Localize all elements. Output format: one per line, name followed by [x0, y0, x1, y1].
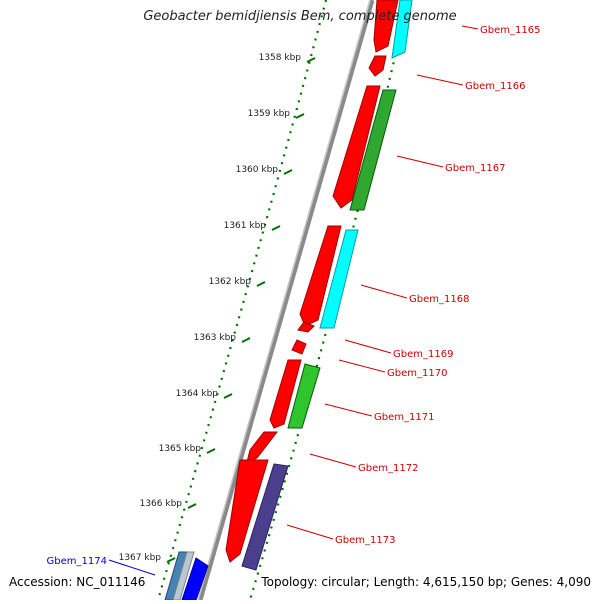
tick-label: 1359 kbp — [248, 109, 291, 119]
gene-labels: Gbem_1165 Gbem_1166 Gbem_1167 Gbem_1168 Gbem… — [47, 25, 540, 576]
reverse-strand-genes — [164, 0, 413, 601]
genome-backbone — [197, 0, 375, 601]
gene-arrow-gbem-1172[interactable] — [246, 431, 279, 463]
tick-mark — [295, 113, 305, 119]
tick-label: 1360 kbp — [236, 165, 279, 175]
gene-label[interactable]: Gbem_1174 — [47, 556, 107, 567]
tick-mark — [283, 169, 293, 175]
gene-arrow-gbem-1167[interactable] — [332, 85, 381, 209]
gene-arrow-gbem-1166[interactable] — [368, 55, 387, 77]
gene-label[interactable]: Gbem_1172 — [358, 463, 418, 474]
gene-arrow-gbem-1165[interactable] — [373, 0, 399, 53]
tick-label: 1364 kbp — [176, 389, 219, 399]
gene-label[interactable]: Gbem_1173 — [335, 535, 395, 546]
gene-label[interactable]: Gbem_1168 — [409, 294, 469, 305]
gene-leader-line — [461, 25, 479, 30]
gene-label[interactable]: Gbem_1167 — [445, 163, 505, 174]
gene-leader-line — [286, 524, 334, 540]
tick-label: 1366 kbp — [140, 499, 183, 509]
genome-title: Geobacter bemidjiensis Bem, complete gen… — [143, 9, 457, 24]
cyan-gene-1[interactable] — [391, 0, 413, 59]
gene-leader-line — [360, 284, 408, 299]
cyan-gene-2[interactable] — [319, 229, 359, 329]
tick-label: 1358 kbp — [259, 53, 302, 63]
accession-text: Accession: NC_011146 — [9, 575, 146, 589]
tick-mark — [166, 557, 176, 563]
gene-leader-line — [396, 155, 444, 168]
gene-label[interactable]: Gbem_1171 — [374, 412, 434, 423]
gene-label[interactable]: Gbem_1166 — [465, 81, 525, 92]
gene-leader-line — [309, 453, 357, 468]
gene-leader-line — [324, 403, 373, 417]
gene-label[interactable]: Gbem_1165 — [480, 25, 540, 36]
tick-mark — [241, 337, 251, 343]
scale-ticks: 1358 kbp 1359 kbp 1360 kbp 1361 kbp 1362 kbp… — [119, 53, 316, 563]
purple-gene[interactable] — [241, 463, 289, 571]
gene-arrow-gbem-1171[interactable] — [269, 359, 302, 429]
tick-label: 1362 kbp — [209, 277, 252, 287]
gene-arrow-gbem-1170[interactable] — [291, 339, 307, 355]
gene-leader-line — [344, 339, 392, 354]
gene-arrow-gbem-1168[interactable] — [299, 225, 342, 327]
tick-mark — [256, 281, 266, 287]
gene-leader-line — [416, 74, 464, 86]
tick-mark — [187, 503, 197, 509]
green-gene-1[interactable] — [349, 89, 397, 211]
tick-label: 1367 kbp — [119, 553, 162, 563]
gene-label[interactable]: Gbem_1169 — [393, 349, 453, 360]
tick-mark — [206, 448, 216, 454]
tick-label: 1365 kbp — [159, 444, 202, 454]
tick-mark — [223, 393, 233, 399]
tick-mark — [306, 57, 316, 63]
tick-label: 1361 kbp — [224, 221, 267, 231]
tick-label: 1363 kbp — [194, 333, 237, 343]
gene-label[interactable]: Gbem_1170 — [387, 368, 447, 379]
green-gene-2[interactable] — [287, 363, 321, 429]
gene-arrow-gbem-1173[interactable] — [225, 459, 269, 563]
gene-arrow-gbem-1169[interactable] — [297, 321, 315, 333]
forward-strand-genes — [225, 0, 399, 563]
genome-summary-text: Topology: circular; Length: 4,615,150 bp… — [261, 575, 591, 589]
genome-backbone-highlight — [197, 0, 371, 601]
gene-leader-line — [108, 559, 156, 576]
gene-leader-line — [338, 359, 386, 373]
tick-mark — [271, 225, 281, 231]
